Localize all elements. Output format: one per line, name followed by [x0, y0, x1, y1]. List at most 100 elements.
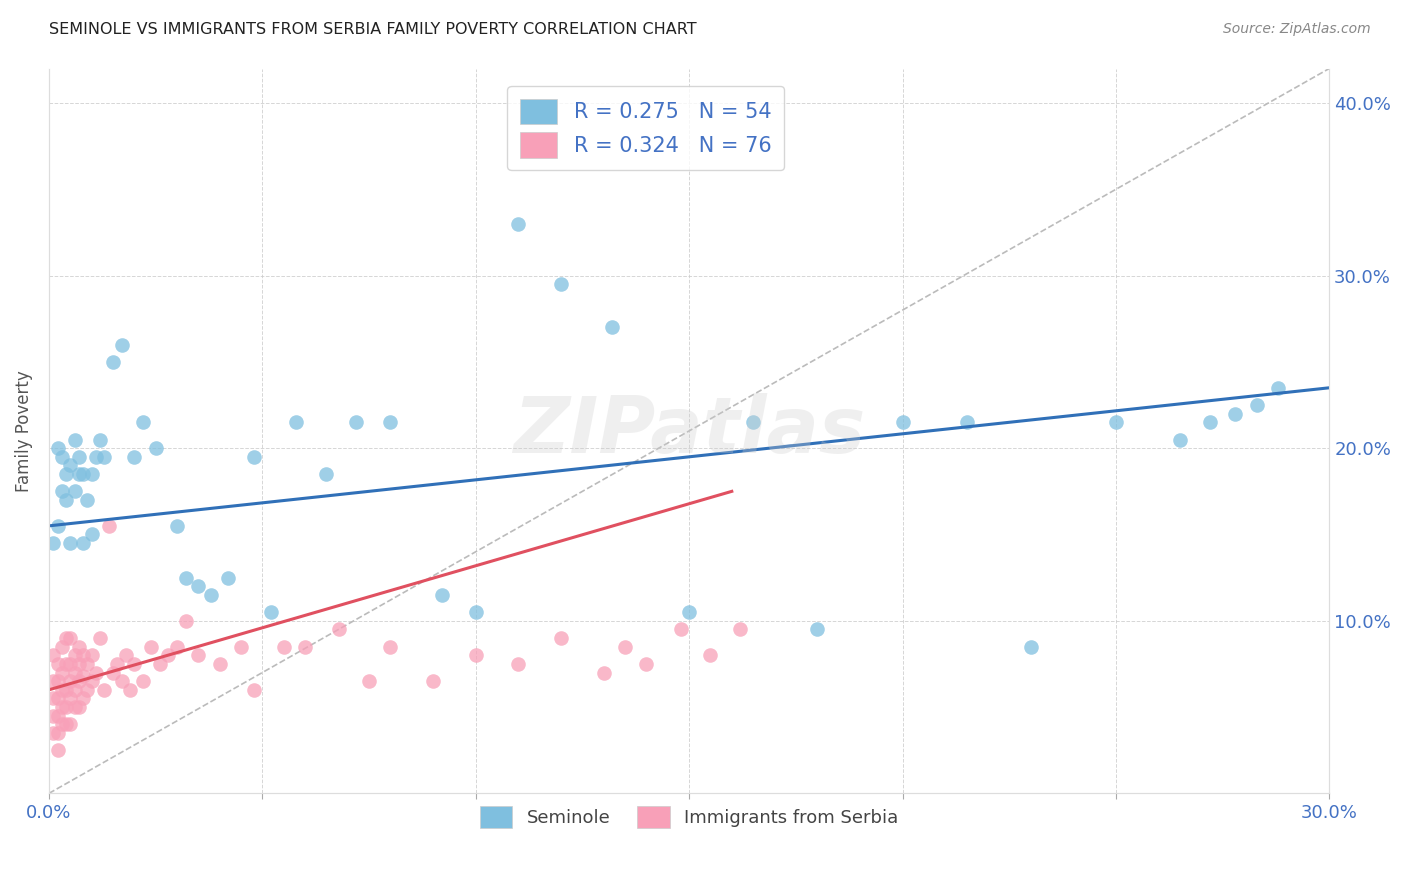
- Point: [315, 467, 337, 481]
- Point: [46, 674, 69, 689]
- Point: [63, 648, 86, 663]
- Point: [149, 657, 172, 671]
- Point: [63, 665, 86, 680]
- Y-axis label: Family Poverty: Family Poverty: [15, 370, 32, 491]
- Point: [84, 450, 107, 464]
- Point: [243, 450, 266, 464]
- Point: [730, 623, 752, 637]
- Point: [110, 337, 132, 351]
- Point: [132, 674, 155, 689]
- Point: [42, 648, 65, 663]
- Point: [63, 484, 86, 499]
- Point: [166, 519, 188, 533]
- Point: [93, 682, 115, 697]
- Text: SEMINOLE VS IMMIGRANTS FROM SERBIA FAMILY POVERTY CORRELATION CHART: SEMINOLE VS IMMIGRANTS FROM SERBIA FAMIL…: [49, 22, 697, 37]
- Point: [59, 717, 82, 731]
- Point: [42, 536, 65, 550]
- Point: [55, 657, 77, 671]
- Point: [243, 682, 266, 697]
- Point: [1198, 415, 1220, 429]
- Point: [67, 467, 90, 481]
- Point: [157, 648, 180, 663]
- Point: [55, 631, 77, 645]
- Point: [63, 433, 86, 447]
- Point: [51, 717, 73, 731]
- Point: [72, 467, 94, 481]
- Point: [46, 519, 69, 533]
- Point: [51, 682, 73, 697]
- Point: [294, 640, 316, 654]
- Point: [145, 441, 167, 455]
- Point: [174, 571, 197, 585]
- Point: [260, 605, 283, 619]
- Point: [42, 674, 65, 689]
- Point: [229, 640, 252, 654]
- Point: [669, 623, 692, 637]
- Point: [59, 631, 82, 645]
- Point: [51, 484, 73, 499]
- Point: [806, 623, 828, 637]
- Point: [59, 458, 82, 473]
- Point: [93, 450, 115, 464]
- Point: [51, 700, 73, 714]
- Point: [76, 657, 98, 671]
- Point: [80, 648, 103, 663]
- Point: [600, 320, 623, 334]
- Point: [1246, 398, 1268, 412]
- Point: [699, 648, 721, 663]
- Point: [105, 657, 128, 671]
- Point: [72, 536, 94, 550]
- Point: [80, 527, 103, 541]
- Point: [1105, 415, 1128, 429]
- Point: [101, 355, 124, 369]
- Point: [55, 717, 77, 731]
- Point: [42, 726, 65, 740]
- Point: [550, 277, 572, 292]
- Point: [80, 674, 103, 689]
- Point: [1019, 640, 1042, 654]
- Point: [46, 657, 69, 671]
- Point: [67, 674, 90, 689]
- Point: [464, 605, 486, 619]
- Point: [1168, 433, 1191, 447]
- Point: [141, 640, 163, 654]
- Point: [51, 640, 73, 654]
- Point: [67, 700, 90, 714]
- Point: [46, 441, 69, 455]
- Point: [132, 415, 155, 429]
- Point: [67, 450, 90, 464]
- Point: [114, 648, 136, 663]
- Text: Source: ZipAtlas.com: Source: ZipAtlas.com: [1223, 22, 1371, 37]
- Point: [63, 700, 86, 714]
- Point: [72, 691, 94, 706]
- Point: [1225, 407, 1247, 421]
- Point: [120, 682, 142, 697]
- Point: [217, 571, 239, 585]
- Point: [67, 640, 90, 654]
- Point: [55, 700, 77, 714]
- Point: [124, 450, 146, 464]
- Point: [614, 640, 637, 654]
- Point: [72, 669, 94, 683]
- Point: [80, 467, 103, 481]
- Point: [187, 648, 209, 663]
- Point: [422, 674, 444, 689]
- Point: [273, 640, 295, 654]
- Point: [76, 682, 98, 697]
- Point: [89, 433, 111, 447]
- Point: [174, 614, 197, 628]
- Point: [59, 657, 82, 671]
- Text: ZIPatlas: ZIPatlas: [513, 393, 865, 469]
- Point: [891, 415, 914, 429]
- Point: [166, 640, 188, 654]
- Point: [51, 665, 73, 680]
- Point: [59, 691, 82, 706]
- Legend: Seminole, Immigrants from Serbia: Seminole, Immigrants from Serbia: [472, 798, 905, 835]
- Point: [46, 691, 69, 706]
- Point: [67, 657, 90, 671]
- Point: [59, 536, 82, 550]
- Point: [101, 665, 124, 680]
- Point: [430, 588, 453, 602]
- Point: [344, 415, 367, 429]
- Point: [955, 415, 977, 429]
